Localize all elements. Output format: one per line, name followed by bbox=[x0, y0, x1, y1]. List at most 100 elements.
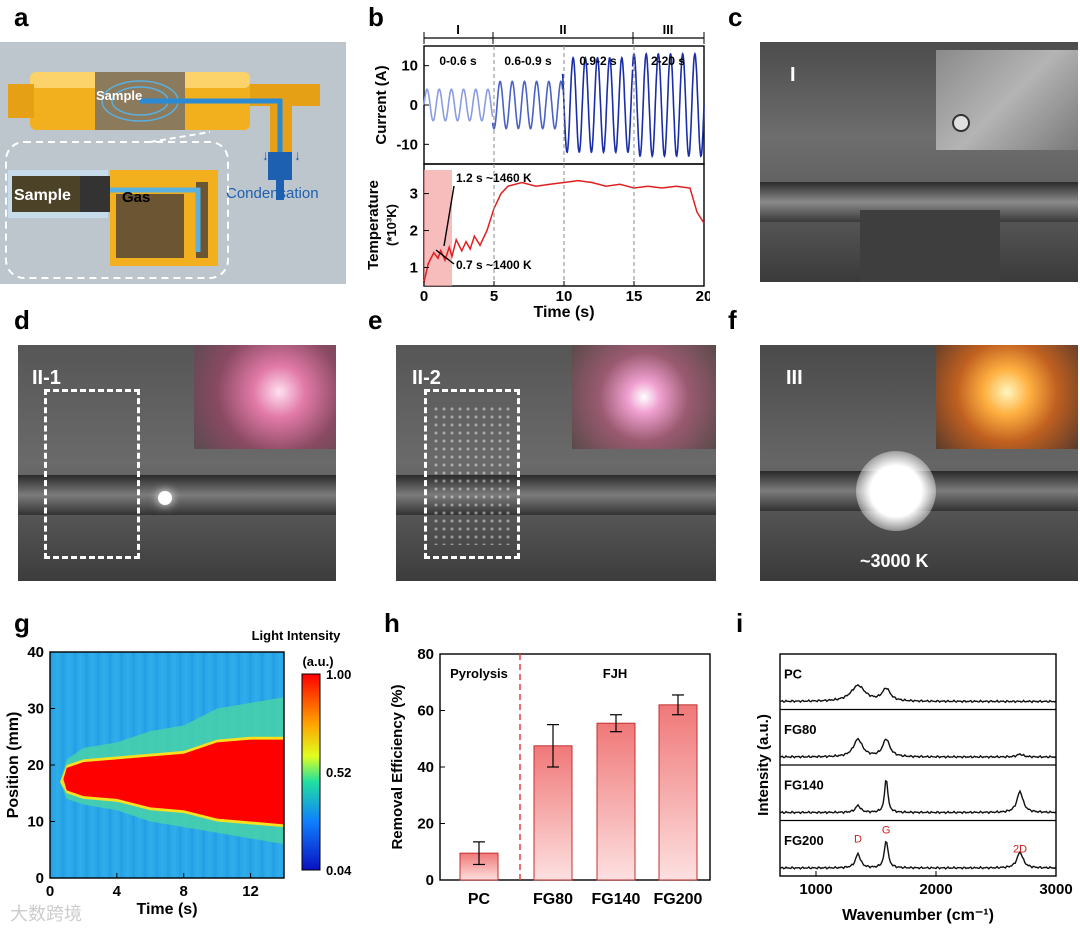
category-label: FG80 bbox=[533, 891, 573, 908]
tick-label-removal: 0 bbox=[426, 872, 434, 889]
tick-label-current: -10 bbox=[396, 136, 418, 153]
group-label-pyrolysis: Pyrolysis bbox=[450, 666, 508, 681]
colorbar-tick-top: 1.00 bbox=[326, 667, 351, 682]
panel-label-h: h bbox=[384, 608, 400, 638]
tick-label-time-g: 12 bbox=[242, 883, 259, 900]
spectrum-FG200 bbox=[779, 840, 1057, 870]
stage-tag-c: I bbox=[790, 64, 796, 86]
panel-label-b: b bbox=[368, 2, 384, 32]
series-label: PC bbox=[784, 666, 803, 681]
peak-label-D: D bbox=[854, 834, 862, 846]
photo-stage-III: III ~3000 K bbox=[760, 345, 1078, 581]
tick-label-wavenumber: 1000 bbox=[799, 881, 832, 898]
panel-label-g: g bbox=[14, 608, 30, 638]
tick-label-position: 30 bbox=[27, 701, 44, 718]
dashed-region-e bbox=[424, 389, 520, 559]
ylabel-current: Current (A) bbox=[373, 65, 390, 144]
panel-label-d: d bbox=[14, 305, 30, 335]
current-segment-3 bbox=[631, 51, 705, 159]
colorbar-title: Light Intensity bbox=[252, 628, 342, 643]
panel-g-axes: 0 10 20 30 40 0 4 8 12 bbox=[27, 644, 259, 900]
schematic-panel-a: ↓ ↓ Sample Condensation Sample Gas bbox=[0, 42, 346, 284]
spectrum-PC bbox=[779, 684, 1057, 704]
ylabel-temperature-unit: (*10³K) bbox=[384, 204, 399, 246]
tick-label-current: 0 bbox=[410, 97, 418, 114]
stage-time-3: 2-20 s bbox=[651, 54, 685, 68]
condensation-label: Condensation bbox=[226, 185, 319, 202]
ylabel-intensity: Intensity (a.u.) bbox=[755, 714, 772, 816]
tick-label-removal: 20 bbox=[417, 816, 434, 833]
tick-label-time: 5 bbox=[490, 288, 498, 305]
tick-label-time-g: 8 bbox=[180, 883, 188, 900]
gas-label: Gas bbox=[122, 189, 150, 206]
tick-label-time-g: 0 bbox=[46, 883, 54, 900]
stage-time-2: 0.9-2 s bbox=[579, 54, 617, 68]
chart-panel-g: 0 10 20 30 40 0 4 8 12 Light Intensity (a.u.) 1.… bbox=[5, 628, 352, 918]
stage-II: II bbox=[559, 22, 566, 37]
colorbar-tick-mid: 0.52 bbox=[326, 765, 351, 780]
dashed-region-d bbox=[44, 389, 140, 559]
tick-label-removal: 60 bbox=[417, 703, 434, 720]
heatmap-streak bbox=[55, 652, 59, 878]
annotation-1400: 0.7 s ~1400 K bbox=[456, 258, 532, 272]
stage-header: I II III bbox=[423, 22, 705, 44]
tick-label-removal: 80 bbox=[417, 646, 434, 663]
panel-label-a: a bbox=[14, 2, 29, 32]
current-segment-0 bbox=[423, 88, 494, 122]
raman-spectra bbox=[779, 684, 1057, 870]
panel-label-f: f bbox=[728, 305, 737, 335]
tick-label-time: 10 bbox=[556, 288, 573, 305]
heatmap-body bbox=[50, 652, 285, 878]
bar-FG140 bbox=[596, 722, 636, 881]
peak-label-G: G bbox=[882, 825, 891, 837]
temperature-tag-f: ~3000 K bbox=[860, 551, 929, 571]
category-label: FG140 bbox=[592, 891, 641, 908]
svg-text:↓: ↓ bbox=[262, 147, 269, 163]
category-label: PC bbox=[468, 891, 491, 908]
stage-tag-d: II-1 bbox=[32, 367, 61, 389]
stage-shading bbox=[424, 170, 452, 286]
stage-time-0: 0-0.6 s bbox=[439, 54, 477, 68]
tick-label-wavenumber: 3000 bbox=[1039, 881, 1072, 898]
inset-photo-e bbox=[572, 345, 716, 449]
ylabel-position: Position (mm) bbox=[5, 712, 22, 819]
spectrum-FG140 bbox=[779, 779, 1057, 815]
panel-label-c: c bbox=[728, 2, 743, 32]
series-label: FG200 bbox=[784, 833, 824, 848]
tick-label-wavenumber: 2000 bbox=[919, 881, 952, 898]
current-segment-2 bbox=[561, 55, 634, 155]
panel-label-e: e bbox=[368, 305, 383, 335]
series-label: FG80 bbox=[784, 722, 817, 737]
sample-label-top: Sample bbox=[96, 88, 142, 103]
tick-label-position: 20 bbox=[27, 757, 44, 774]
chart-panel-i: PC FG80 FG140 FG200 D G 2D 1000 2000 3000 Intensi… bbox=[755, 653, 1073, 924]
current-traces bbox=[423, 46, 705, 164]
category-label: FG200 bbox=[654, 891, 703, 908]
stage-I: I bbox=[456, 22, 460, 37]
panel-i-axes: PC FG80 FG140 FG200 D G 2D 1000 2000 3000 bbox=[784, 666, 1073, 898]
annotation-1460: 1.2 s ~1460 K bbox=[456, 171, 532, 185]
spectrum-FG80 bbox=[779, 737, 1057, 760]
panel-b-axes: -10 0 10 1 2 3 0 5 10 15 20 bbox=[396, 58, 710, 305]
colorbar bbox=[301, 673, 321, 871]
tick-label-removal: 40 bbox=[417, 759, 434, 776]
tick-label-time-g: 4 bbox=[113, 883, 122, 900]
xlabel-time-b: Time (s) bbox=[533, 304, 594, 321]
heatmap-streak bbox=[61, 652, 65, 878]
photo-stage-II-1: II-1 bbox=[18, 345, 336, 581]
tick-label-temp: 1 bbox=[410, 260, 418, 277]
group-label-fjh: FJH bbox=[603, 666, 628, 681]
bar-FG200 bbox=[658, 704, 698, 881]
series-label: FG140 bbox=[784, 777, 824, 792]
current-segment-1 bbox=[491, 80, 564, 130]
colorbar-unit: (a.u.) bbox=[302, 654, 333, 669]
inset-photo-d bbox=[194, 345, 336, 449]
temperature-line bbox=[423, 179, 705, 283]
panel-h-axes: PC FG80 FG140 FG200 0 20 40 60 80 bbox=[417, 646, 702, 908]
sample-label-inset: Sample bbox=[14, 187, 71, 204]
tick-label-temp: 3 bbox=[410, 186, 418, 203]
photo-stage-II-2: II-2 bbox=[396, 345, 716, 581]
tick-label-temp: 2 bbox=[410, 223, 418, 240]
panel-label-i: i bbox=[736, 608, 744, 638]
watermark: 大数跨境 bbox=[10, 904, 82, 925]
